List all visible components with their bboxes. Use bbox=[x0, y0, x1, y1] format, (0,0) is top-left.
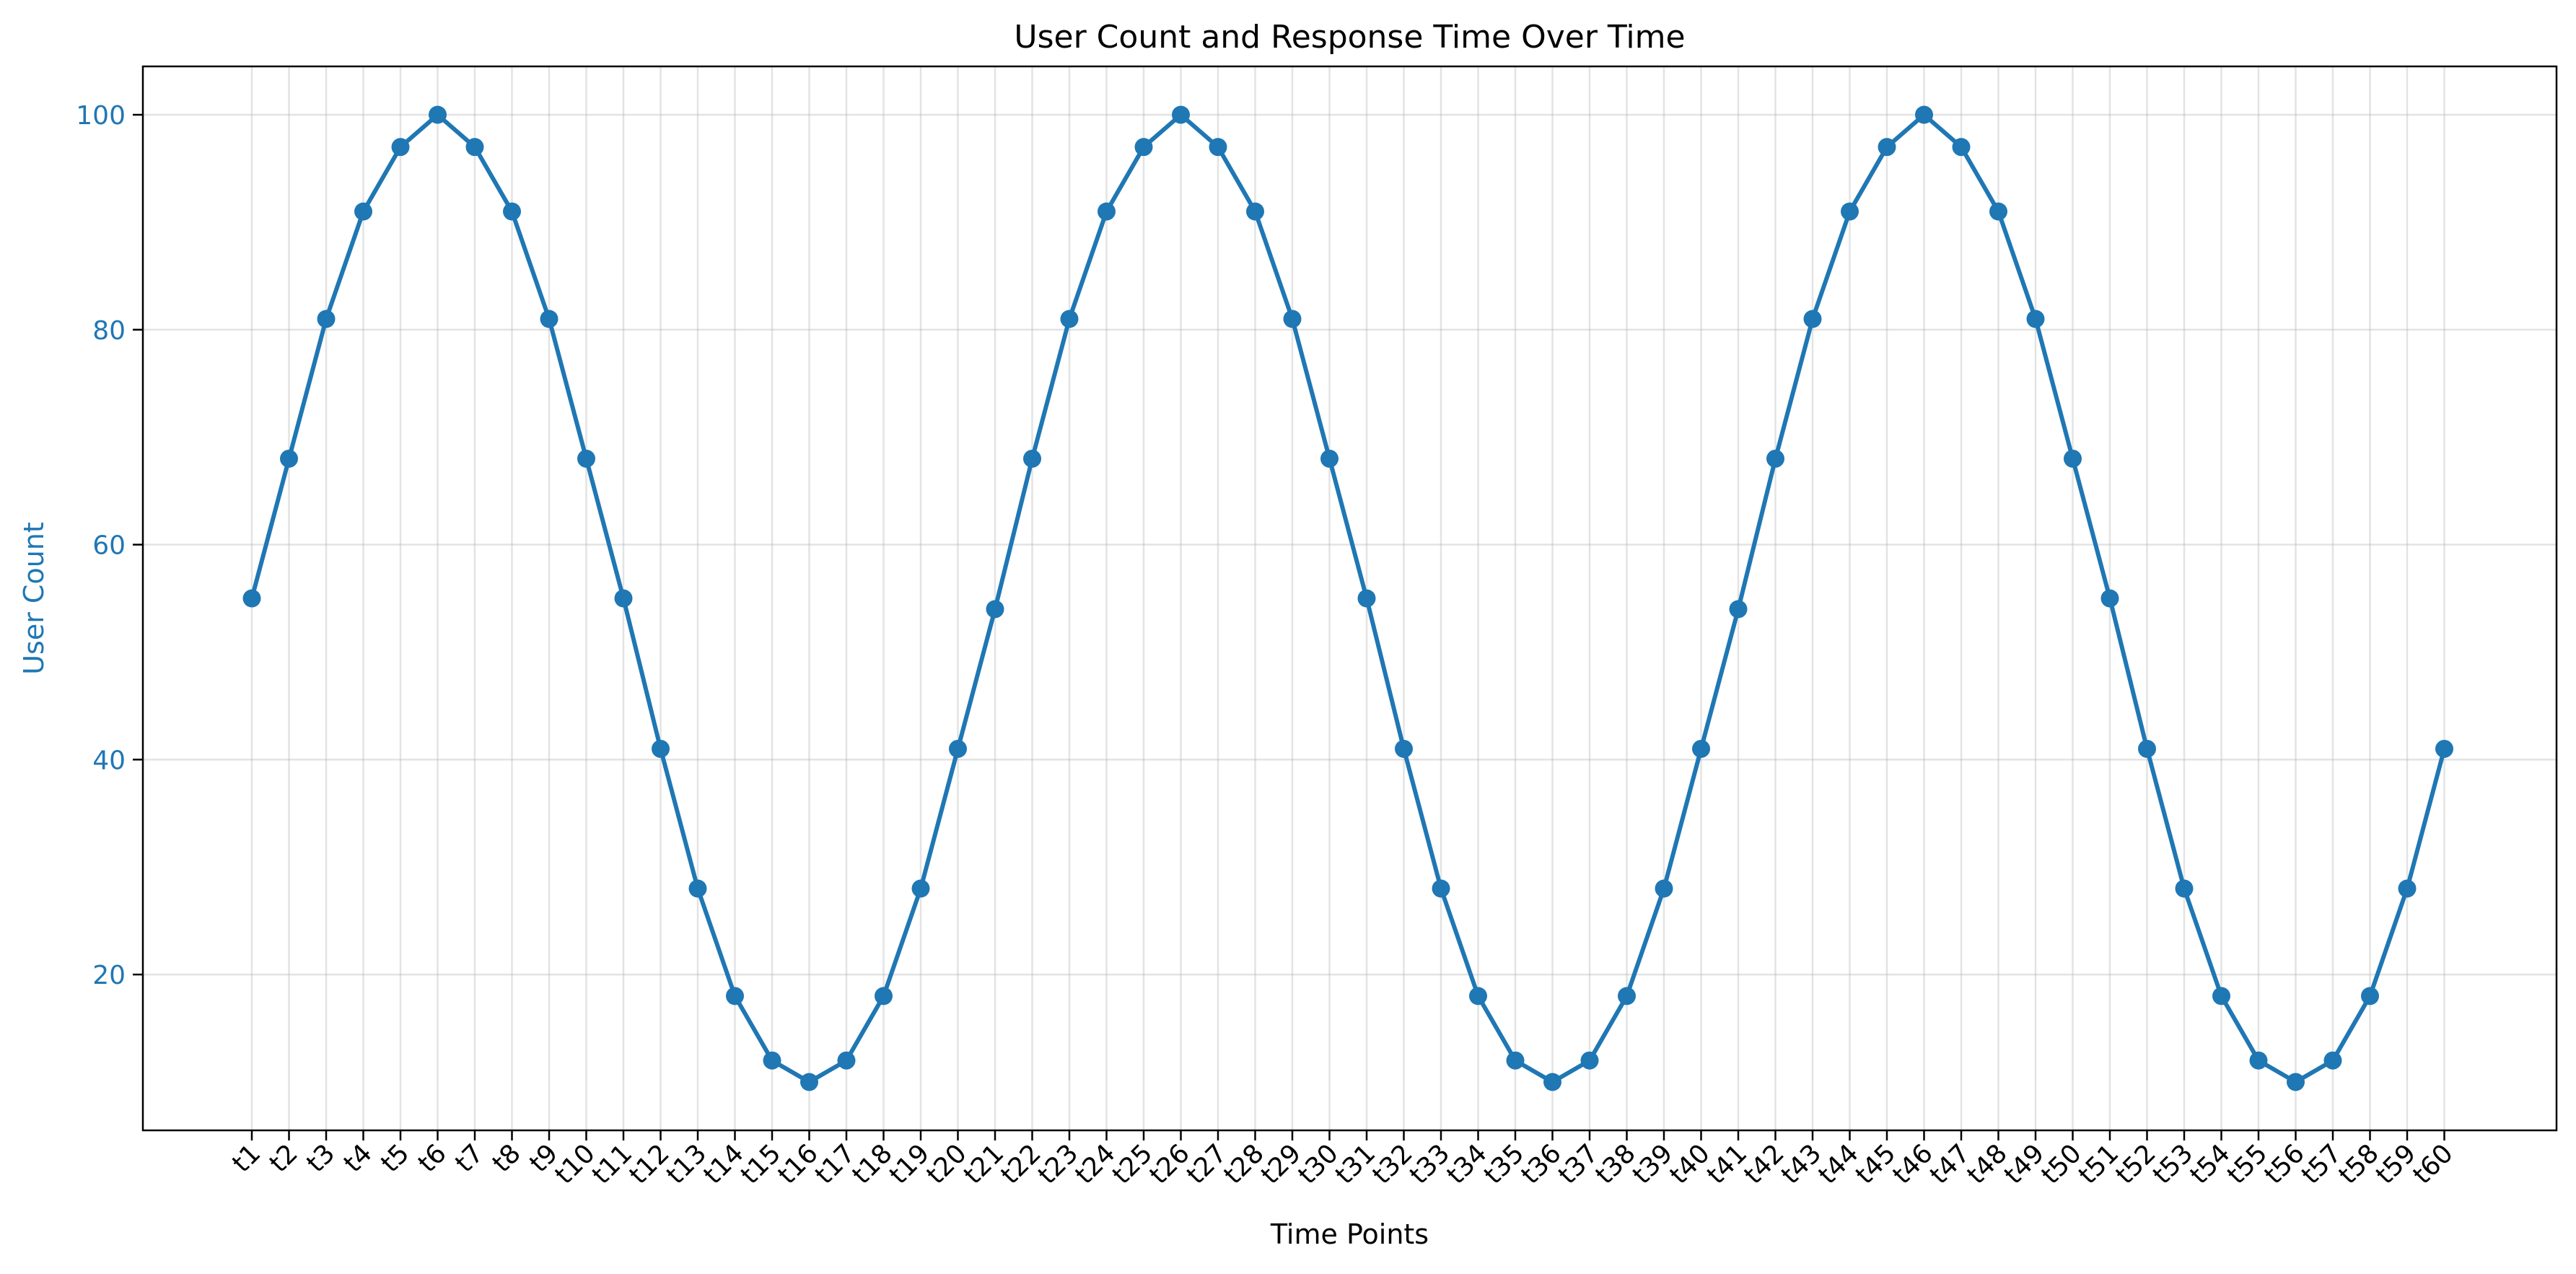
series-user-count bbox=[242, 105, 2453, 1091]
data-point bbox=[875, 987, 893, 1005]
data-point bbox=[503, 202, 521, 221]
data-point bbox=[577, 449, 595, 468]
data-point bbox=[354, 202, 372, 221]
data-point bbox=[800, 1073, 818, 1091]
data-point bbox=[391, 138, 410, 157]
y-tick-label: 40 bbox=[92, 746, 126, 775]
data-point bbox=[1506, 1051, 1525, 1070]
data-point bbox=[763, 1051, 781, 1070]
y-tick-label: 100 bbox=[76, 101, 126, 131]
data-point bbox=[1283, 310, 1302, 328]
data-point bbox=[1952, 138, 1971, 157]
data-point bbox=[614, 589, 633, 608]
data-point bbox=[1098, 202, 1116, 221]
data-point bbox=[1618, 987, 1636, 1005]
series-line bbox=[250, 113, 2447, 1084]
data-point bbox=[1023, 449, 1041, 468]
plot-frame bbox=[141, 65, 2558, 1132]
grid bbox=[143, 66, 2557, 1130]
data-point bbox=[652, 739, 670, 758]
data-point bbox=[2323, 1051, 2342, 1070]
data-point bbox=[2175, 879, 2194, 898]
data-point bbox=[911, 879, 930, 898]
data-point bbox=[2064, 449, 2082, 468]
data-point bbox=[429, 105, 447, 124]
data-point bbox=[540, 310, 558, 328]
data-point bbox=[1580, 1051, 1599, 1070]
data-point bbox=[2100, 589, 2119, 608]
data-point bbox=[986, 600, 1004, 619]
data-point bbox=[2361, 987, 2379, 1005]
y-axis-label: User Count bbox=[18, 522, 50, 675]
data-point bbox=[2212, 987, 2230, 1005]
y-tick-label: 20 bbox=[92, 961, 126, 990]
y-tick-label: 60 bbox=[92, 531, 126, 561]
data-point bbox=[1729, 600, 1748, 619]
data-point bbox=[1320, 449, 1339, 468]
data-point bbox=[317, 310, 336, 328]
data-point bbox=[1543, 1073, 1561, 1091]
data-point bbox=[280, 449, 298, 468]
data-point bbox=[1246, 202, 1264, 221]
data-point bbox=[837, 1051, 856, 1070]
data-point bbox=[1357, 589, 1376, 608]
data-point bbox=[1209, 138, 1227, 157]
data-point bbox=[1395, 739, 1413, 758]
data-point bbox=[242, 589, 261, 608]
x-axis-label: Time Points bbox=[1270, 1218, 1429, 1250]
data-point bbox=[949, 739, 967, 758]
data-point bbox=[1469, 987, 1487, 1005]
data-point bbox=[1060, 310, 1079, 328]
chart-title: User Count and Response Time Over Time bbox=[1014, 19, 1685, 56]
data-point bbox=[2398, 879, 2417, 898]
data-point bbox=[2287, 1073, 2305, 1091]
data-point bbox=[688, 879, 707, 898]
data-point bbox=[2026, 310, 2045, 328]
data-point bbox=[1432, 879, 1450, 898]
data-point bbox=[2435, 739, 2453, 758]
data-point bbox=[1841, 202, 1859, 221]
data-point bbox=[1692, 739, 1710, 758]
data-point bbox=[1766, 449, 1784, 468]
data-point bbox=[2138, 739, 2156, 758]
data-point bbox=[465, 138, 484, 157]
data-point bbox=[2249, 1051, 2268, 1070]
data-point bbox=[1878, 138, 1896, 157]
data-point bbox=[1655, 879, 1673, 898]
data-point bbox=[1134, 138, 1153, 157]
data-point bbox=[1803, 310, 1822, 328]
data-point bbox=[726, 987, 744, 1005]
data-point bbox=[1915, 105, 1933, 124]
y-tick-label: 80 bbox=[92, 316, 126, 346]
data-point bbox=[1172, 105, 1190, 124]
data-point bbox=[1989, 202, 2007, 221]
